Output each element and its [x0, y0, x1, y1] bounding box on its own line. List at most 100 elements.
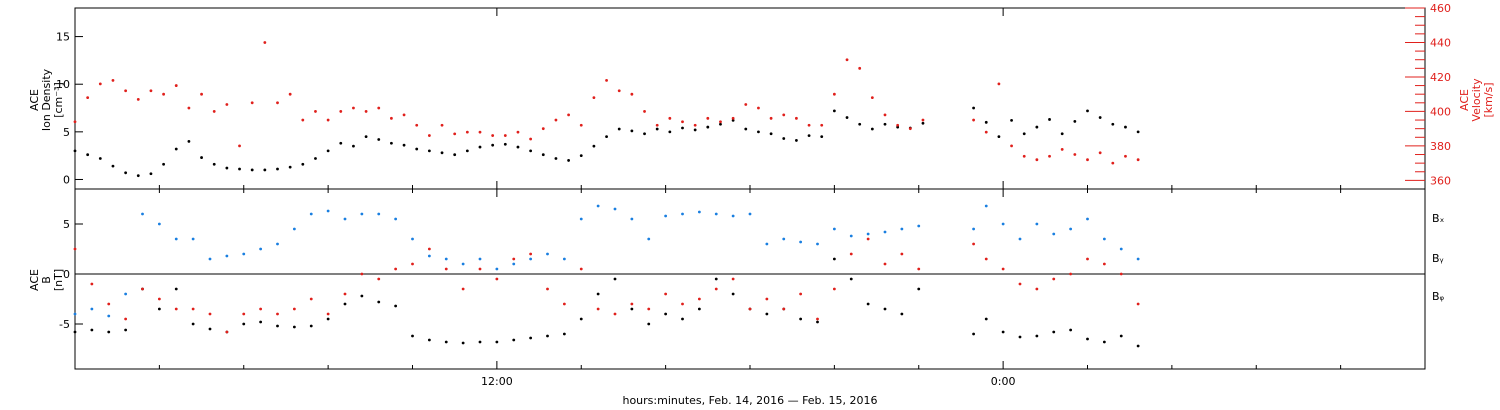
density-point: [554, 157, 558, 160]
bz-point: [714, 287, 718, 291]
density-point: [111, 164, 115, 168]
density-point: [212, 162, 216, 166]
by-point: [562, 257, 566, 261]
by-point: [917, 224, 921, 228]
density-point: [630, 129, 634, 133]
bx-point: [360, 294, 364, 298]
velocity-point: [402, 113, 406, 117]
density-point: [617, 127, 621, 131]
by-point: [1069, 227, 1073, 231]
by-point: [394, 217, 398, 221]
top-left-axis-title-line3: [cm⁻³]: [52, 82, 65, 118]
bx-point: [174, 287, 178, 291]
bz-point: [765, 297, 769, 301]
bz-point: [697, 297, 701, 301]
legend-bz: Bᵩ: [1432, 290, 1445, 303]
velocity-tick-label: 400: [1430, 105, 1451, 118]
by-point: [697, 210, 701, 214]
velocity-point: [364, 110, 368, 113]
by-point: [816, 242, 819, 246]
velocity-point: [86, 96, 90, 100]
bx-point: [799, 317, 803, 321]
velocity-point: [352, 106, 355, 110]
bz-point: [225, 330, 229, 334]
velocity-point: [263, 41, 267, 44]
bz-point: [1102, 262, 1106, 266]
velocity-point: [782, 113, 786, 117]
bz-point: [174, 307, 178, 311]
bz-point: [917, 267, 921, 271]
bx-point: [866, 302, 870, 306]
bz-point: [1136, 302, 1140, 306]
bx-point: [191, 322, 195, 326]
b-tick-label: 5: [63, 218, 70, 231]
by-point: [191, 237, 195, 241]
density-point: [706, 125, 710, 129]
bz-point: [495, 277, 499, 281]
bz-point: [799, 292, 803, 296]
density-point: [503, 142, 507, 146]
by-point: [1136, 257, 1140, 261]
bx-point: [917, 287, 921, 291]
by-point: [849, 234, 853, 238]
by-point: [1086, 217, 1089, 221]
bx-point: [1119, 334, 1123, 338]
velocity-point: [415, 123, 419, 127]
density-point: [124, 171, 128, 175]
bz-point: [191, 307, 195, 311]
velocity-point: [795, 116, 798, 120]
bz-point: [259, 307, 263, 311]
density-point: [757, 130, 760, 134]
bz-point: [461, 287, 465, 291]
bx-point: [816, 320, 819, 324]
by-point: [529, 257, 533, 261]
velocity-point: [668, 116, 672, 120]
by-point: [1119, 247, 1123, 251]
density-point: [73, 149, 77, 153]
velocity-point: [883, 113, 887, 117]
velocity-point: [832, 92, 836, 96]
by-point: [360, 212, 364, 216]
bx-point: [1086, 337, 1089, 341]
velocity-point: [314, 110, 317, 113]
velocity-point: [212, 110, 216, 113]
by-point: [681, 212, 684, 216]
by-point: [546, 252, 549, 256]
bz-point: [731, 277, 735, 281]
bz-point: [900, 252, 904, 256]
velocity-point: [757, 106, 760, 110]
bx-point: [681, 317, 684, 321]
bx-point: [529, 336, 533, 340]
density-point: [263, 168, 267, 172]
velocity-point: [174, 84, 178, 87]
bz-point: [377, 277, 381, 281]
bx-point: [292, 325, 296, 329]
by-point: [377, 212, 381, 216]
velocity-point: [655, 123, 659, 127]
velocity-point: [693, 123, 697, 127]
velocity-point: [541, 127, 545, 131]
by-point: [782, 237, 786, 241]
bx-point: [309, 324, 313, 328]
bz-point: [309, 297, 313, 301]
top-right-axis-title: ACE Velocity [km/s]: [1458, 78, 1495, 122]
velocity-point: [124, 89, 128, 93]
bz-point: [816, 317, 819, 321]
bottom-left-axis-title: ACE B [nT]: [28, 269, 65, 291]
density-point: [921, 121, 925, 125]
by-point: [208, 257, 212, 261]
velocity-point: [111, 79, 115, 82]
bx-point: [849, 277, 853, 281]
density-point: [162, 162, 165, 166]
velocity-tick-label: 360: [1430, 174, 1451, 187]
top-left-axis-title: ACE Ion Density [cm⁻³]: [28, 68, 65, 131]
bz-point: [276, 312, 279, 316]
density-point: [592, 144, 596, 148]
by-point: [714, 212, 718, 216]
bx-point: [596, 292, 600, 296]
velocity-point: [630, 92, 634, 96]
bz-point: [512, 257, 516, 261]
velocity-point: [1035, 158, 1039, 162]
density-point: [250, 168, 254, 172]
velocity-point: [377, 106, 381, 110]
